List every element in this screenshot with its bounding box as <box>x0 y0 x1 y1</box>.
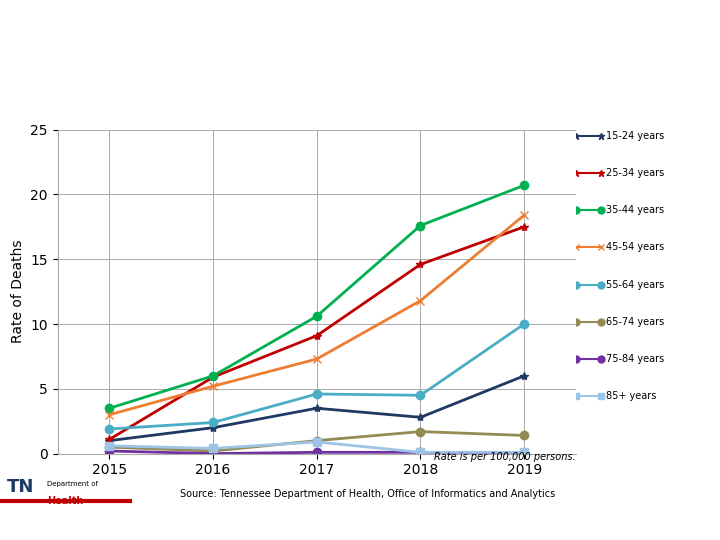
15-24 years <box>209 424 217 431</box>
25-34 years <box>312 333 321 339</box>
75-84 years <box>520 450 528 457</box>
Text: TN: TN <box>7 478 35 496</box>
Line: 65-74 years: 65-74 years <box>105 427 528 455</box>
Text: Source: Tennessee Department of Health, Office of Informatics and Analytics: Source: Tennessee Department of Health, … <box>180 489 555 500</box>
75-84 years <box>209 450 217 457</box>
85+ years <box>520 449 528 456</box>
Text: 45-54 years: 45-54 years <box>606 242 665 253</box>
45-54 years <box>209 383 217 389</box>
85+ years <box>416 449 425 456</box>
15-24 years <box>520 373 528 379</box>
25-34 years <box>416 261 425 268</box>
Line: 15-24 years: 15-24 years <box>105 372 528 445</box>
15-24 years <box>416 414 425 421</box>
75-84 years <box>105 448 114 454</box>
65-74 years <box>520 432 528 438</box>
Text: Health: Health <box>47 496 84 507</box>
Line: 75-84 years: 75-84 years <box>105 447 528 458</box>
15-24 years <box>312 405 321 411</box>
Text: Rate is per 100,000 persons.: Rate is per 100,000 persons. <box>434 451 576 462</box>
Text: 55-64 years: 55-64 years <box>606 280 665 289</box>
25-34 years <box>209 374 217 380</box>
45-54 years <box>312 356 321 362</box>
35-44 years <box>520 182 528 188</box>
Line: 55-64 years: 55-64 years <box>105 320 528 433</box>
Text: 75-84 years: 75-84 years <box>606 354 665 364</box>
Line: 85+ years: 85+ years <box>105 438 528 456</box>
35-44 years <box>416 222 425 229</box>
65-74 years <box>416 428 425 435</box>
Text: Department of: Department of <box>47 481 98 487</box>
25-34 years <box>105 436 114 443</box>
65-74 years <box>209 448 217 454</box>
Line: 35-44 years: 35-44 years <box>105 181 528 413</box>
Line: 45-54 years: 45-54 years <box>105 211 528 419</box>
Text: 65-74 years: 65-74 years <box>606 316 665 327</box>
55-64 years <box>105 426 114 432</box>
Text: 35-44 years: 35-44 years <box>606 205 665 215</box>
35-44 years <box>105 405 114 411</box>
75-84 years <box>312 449 321 456</box>
65-74 years <box>312 437 321 444</box>
Text: 25-34 years: 25-34 years <box>606 168 665 178</box>
55-64 years <box>520 321 528 327</box>
45-54 years <box>520 212 528 218</box>
15-24 years <box>105 437 114 444</box>
55-64 years <box>209 419 217 426</box>
85+ years <box>105 443 114 449</box>
35-44 years <box>312 313 321 320</box>
Text: Stimulants “other than Cocaine” Death Rates by: Stimulants “other than Cocaine” Death Ra… <box>14 42 550 60</box>
65-74 years <box>105 444 114 450</box>
Text: 15-24 years: 15-24 years <box>606 131 665 141</box>
55-64 years <box>312 391 321 397</box>
55-64 years <box>416 392 425 399</box>
25-34 years <box>520 224 528 230</box>
Line: 25-34 years: 25-34 years <box>105 222 528 443</box>
Y-axis label: Rate of Deaths: Rate of Deaths <box>11 240 24 343</box>
Text: Age Distribution, 2015-2019: Age Distribution, 2015-2019 <box>14 89 325 108</box>
85+ years <box>209 445 217 451</box>
45-54 years <box>416 298 425 304</box>
Text: 85+ years: 85+ years <box>606 391 657 401</box>
75-84 years <box>416 449 425 456</box>
35-44 years <box>209 373 217 379</box>
85+ years <box>312 438 321 445</box>
45-54 years <box>105 411 114 418</box>
